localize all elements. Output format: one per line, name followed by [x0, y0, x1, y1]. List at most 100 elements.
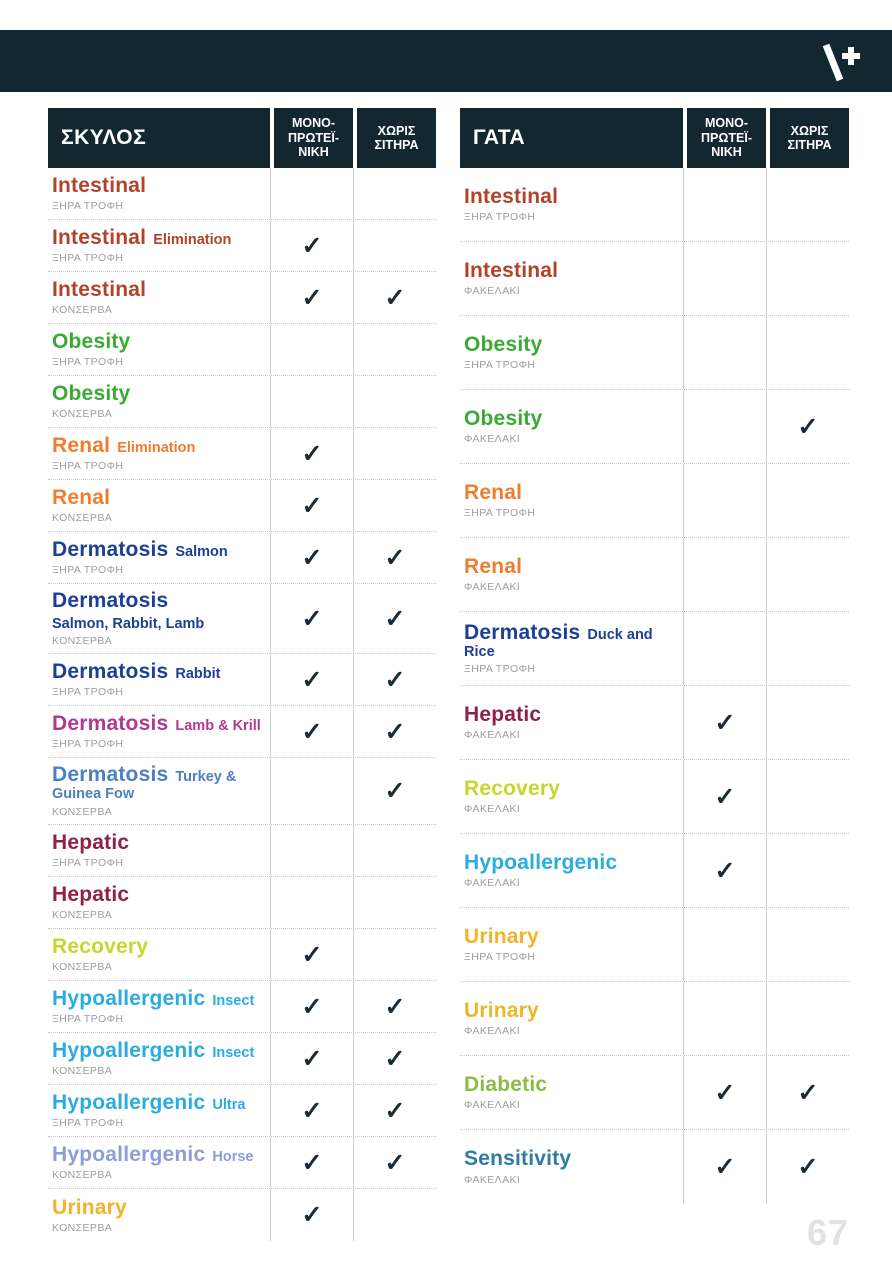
check-icon: ✓ [384, 1044, 406, 1073]
product-form-label: ΞΗΡΑ ΤΡΟΦΗ [52, 1117, 124, 1130]
product-variant: Insect [212, 993, 255, 1010]
table-row: Hepatic ΦΑΚΕΛΑΚΙ ✓ [460, 686, 849, 760]
product-name: Renal [464, 554, 523, 578]
grain-free-cell [766, 538, 849, 611]
check-icon: ✓ [384, 1096, 406, 1125]
table-row: Hypoallergenic Ultra ΞΗΡΑ ΤΡΟΦΗ ✓ ✓ [48, 1085, 436, 1138]
check-icon: ✓ [714, 856, 736, 885]
cat-table-header: ΓΑΤΑ ΜΟΝΟ-ΠΡΩΤΕΪ-ΝΙΚΗ ΧΩΡΙΣ ΣΙΤΗΡΑ [460, 108, 849, 168]
grain-free-cell: ✓ [766, 1056, 849, 1129]
grain-free-cell [766, 464, 849, 537]
product-name: Hypoallergenic [464, 850, 618, 874]
product-cell: Obesity ΦΑΚΕΛΑΚΙ [460, 390, 683, 463]
table-row: Recovery ΚΟΝΣΕΡΒΑ ✓ [48, 929, 436, 982]
table-row: Renal ΞΗΡΑ ΤΡΟΦΗ [460, 464, 849, 538]
product-cell: Renal Elimination ΞΗΡΑ ΤΡΟΦΗ [48, 428, 270, 479]
table-row: Hypoallergenic Insect ΞΗΡΑ ΤΡΟΦΗ ✓ ✓ [48, 981, 436, 1034]
product-variant: Insect [212, 1045, 255, 1062]
grain-free-cell [766, 612, 849, 685]
product-name: Obesity [52, 329, 131, 353]
table-row: Urinary ΞΗΡΑ ΤΡΟΦΗ [460, 908, 849, 982]
product-cell: Renal ΚΟΝΣΕΡΒΑ [48, 480, 270, 531]
product-variant: Lamb & Krill [175, 718, 261, 735]
grain-free-cell [353, 376, 436, 427]
mono-protein-cell: ✓ [270, 532, 353, 583]
product-cell: Hypoallergenic ΦΑΚΕΛΑΚΙ [460, 834, 683, 907]
grain-free-cell [353, 480, 436, 531]
mono-protein-cell [683, 390, 766, 463]
grain-free-cell: ✓ [353, 584, 436, 654]
product-form-label: ΚΟΝΣΕΡΒΑ [52, 1065, 113, 1078]
product-cell: Intestinal ΞΗΡΑ ΤΡΟΦΗ [460, 168, 683, 241]
product-form-label: ΞΗΡΑ ΤΡΟΦΗ [52, 200, 124, 213]
product-form-label: ΦΑΚΕΛΑΚΙ [464, 1173, 521, 1186]
product-name: Hypoallergenic [52, 1091, 206, 1115]
product-name: Recovery [52, 935, 149, 959]
product-form-label: ΞΗΡΑ ΤΡΟΦΗ [52, 252, 124, 265]
product-form-label: ΞΗΡΑ ΤΡΟΦΗ [464, 211, 536, 224]
mono-protein-cell [683, 168, 766, 241]
product-name: Renal [464, 480, 523, 504]
product-form-label: ΦΑΚΕΛΑΚΙ [464, 1025, 521, 1038]
mono-protein-cell: ✓ [270, 428, 353, 479]
check-icon: ✓ [714, 1153, 736, 1181]
check-icon: ✓ [384, 992, 406, 1021]
grain-free-cell [353, 929, 436, 981]
check-icon: ✓ [301, 717, 323, 746]
grain-free-cell [766, 834, 849, 907]
product-form-label: ΚΟΝΣΕΡΒΑ [52, 635, 113, 648]
product-variant: Elimination [117, 439, 196, 456]
grain-free-cell: ✓ [353, 1137, 436, 1189]
product-form-label: ΚΟΝΣΕΡΒΑ [52, 1221, 113, 1234]
product-variant: Rabbit [175, 666, 221, 683]
mono-protein-cell [270, 758, 353, 825]
grain-free-cell: ✓ [353, 532, 436, 583]
product-cell: Hypoallergenic Horse ΚΟΝΣΕΡΒΑ [48, 1137, 270, 1188]
product-form-label: ΚΟΝΣΕΡΒΑ [52, 806, 113, 819]
check-icon: ✓ [797, 1153, 819, 1181]
product-name: Obesity [464, 406, 543, 430]
product-name: Intestinal [52, 225, 147, 249]
product-name: Dermatosis [52, 537, 169, 561]
product-name: Hepatic [464, 702, 542, 726]
grain-free-cell: ✓ [353, 758, 436, 825]
grain-free-cell [766, 316, 849, 389]
product-form-label: ΦΑΚΕΛΑΚΙ [464, 729, 521, 742]
grain-free-cell: ✓ [353, 272, 436, 323]
check-icon: ✓ [301, 283, 323, 312]
product-name: Intestinal [464, 184, 559, 208]
table-row: Obesity ΞΗΡΑ ΤΡΟΦΗ [460, 316, 849, 390]
table-row: Urinary ΚΟΝΣΕΡΒΑ ✓ [48, 1189, 436, 1242]
product-form-label: ΞΗΡΑ ΤΡΟΦΗ [464, 951, 536, 964]
product-form-label: ΞΗΡΑ ΤΡΟΦΗ [52, 686, 124, 699]
product-form-label: ΦΑΚΕΛΑΚΙ [464, 1099, 521, 1112]
vplus-logo-icon [822, 43, 860, 82]
table-row: Dermatosis Salmon, Rabbit, Lamb ΚΟΝΣΕΡΒΑ… [48, 584, 436, 655]
grain-free-cell [353, 825, 436, 877]
table-row: Obesity ΦΑΚΕΛΑΚΙ ✓ [460, 390, 849, 464]
check-icon: ✓ [384, 543, 406, 572]
product-name: Dermatosis [52, 589, 169, 612]
check-icon: ✓ [301, 1201, 323, 1230]
check-icon: ✓ [384, 1148, 406, 1177]
column-header-grain-free: ΧΩΡΙΣ ΣΙΤΗΡΑ [357, 108, 436, 168]
product-form-label: ΞΗΡΑ ΤΡΟΦΗ [52, 460, 124, 473]
check-icon: ✓ [301, 1044, 323, 1073]
product-cell: Hepatic ΚΟΝΣΕΡΒΑ [48, 877, 270, 928]
table-row: Obesity ΚΟΝΣΕΡΒΑ [48, 376, 436, 428]
check-icon: ✓ [301, 1148, 323, 1177]
mono-protein-cell: ✓ [270, 1189, 353, 1242]
product-cell: Dermatosis Lamb & Krill ΞΗΡΑ ΤΡΟΦΗ [48, 706, 270, 757]
mono-protein-cell [270, 877, 353, 929]
mono-protein-cell: ✓ [270, 584, 353, 654]
mono-protein-cell: ✓ [683, 1056, 766, 1129]
product-form-label: ΞΗΡΑ ΤΡΟΦΗ [52, 1013, 124, 1026]
product-cell: Dermatosis Rabbit ΞΗΡΑ ΤΡΟΦΗ [48, 654, 270, 705]
product-form-label: ΚΟΝΣΕΡΒΑ [52, 408, 113, 421]
table-row: Hypoallergenic ΦΑΚΕΛΑΚΙ ✓ [460, 834, 849, 908]
product-name: Urinary [464, 924, 539, 948]
column-header-mono-protein: ΜΟΝΟ-ΠΡΩΤΕΪ-ΝΙΚΗ [274, 108, 353, 168]
table-row: Urinary ΦΑΚΕΛΑΚΙ [460, 982, 849, 1056]
mono-protein-cell [683, 538, 766, 611]
product-cell: Dermatosis Duck and Rice ΞΗΡΑ ΤΡΟΦΗ [460, 612, 683, 685]
